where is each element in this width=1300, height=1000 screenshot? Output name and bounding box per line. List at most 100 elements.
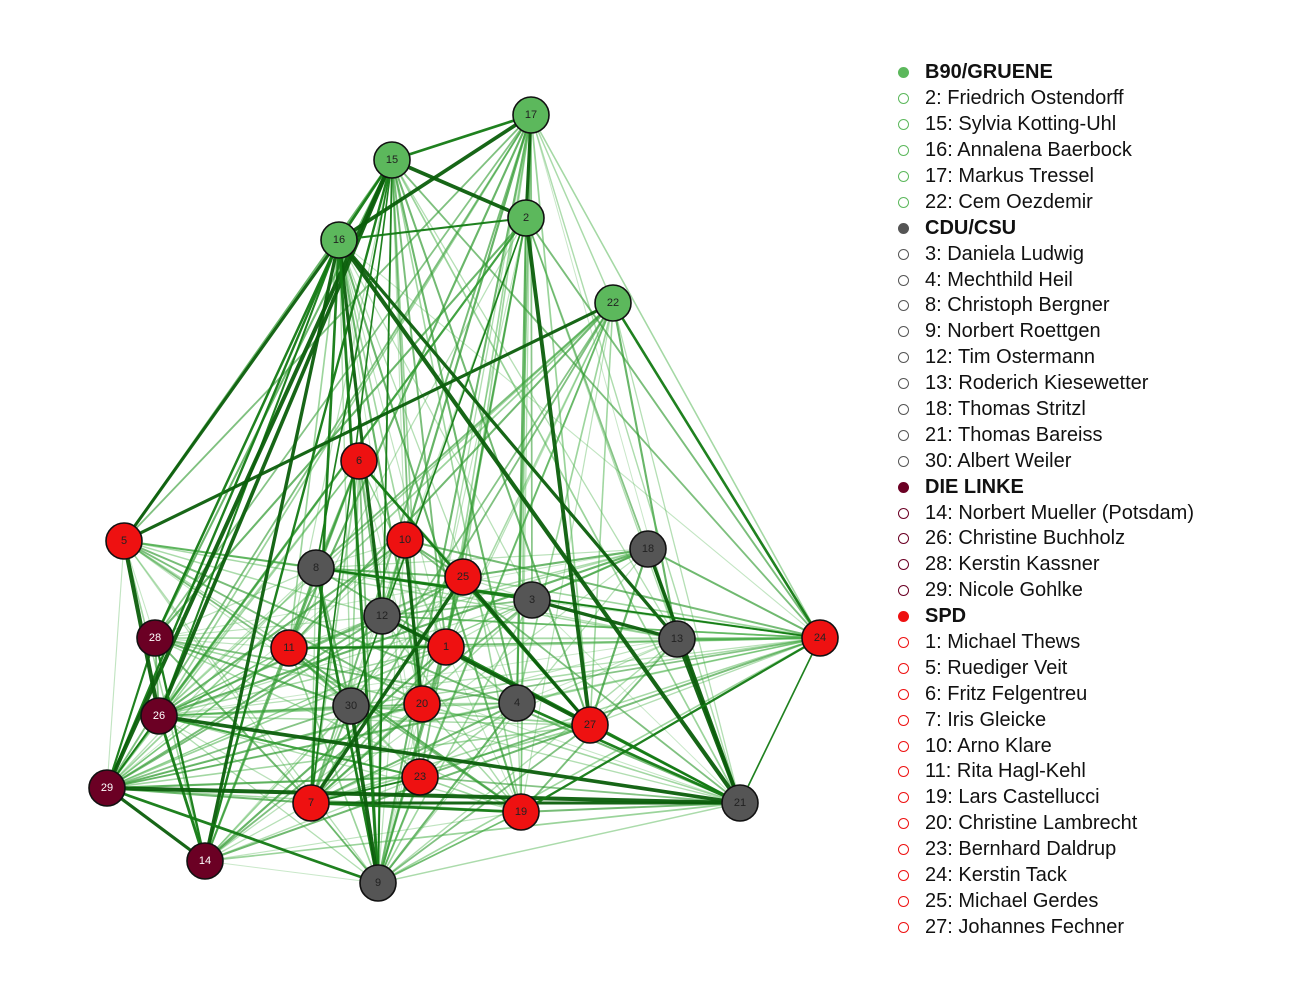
hollow-circle-icon bbox=[898, 740, 909, 752]
edge-17-21 bbox=[530, 114, 741, 804]
node-circle-1 bbox=[427, 628, 465, 666]
legend-text: 15: Sylvia Kotting-Uhl bbox=[925, 113, 1117, 136]
edge-2-28 bbox=[154, 217, 527, 639]
edge-18-27 bbox=[588, 548, 650, 726]
edge-15-10 bbox=[391, 159, 406, 541]
edge-10-24 bbox=[404, 539, 821, 639]
node-18: 18 bbox=[629, 530, 667, 568]
node-11: 11 bbox=[270, 629, 308, 667]
node-circle-26 bbox=[140, 697, 178, 735]
node-circle-23 bbox=[401, 758, 439, 796]
hollow-circle-icon bbox=[898, 662, 909, 674]
node-label-19: 19 bbox=[515, 806, 527, 818]
legend-text: CDU/CSU bbox=[925, 216, 1017, 239]
edge-25-27 bbox=[461, 575, 592, 727]
edge-17-9 bbox=[377, 114, 532, 884]
legend-member-entry: 29: Nicole Gohlke bbox=[898, 578, 1278, 604]
node-circle-10 bbox=[386, 521, 424, 559]
node-21: 21 bbox=[721, 784, 759, 822]
edge-26-21 bbox=[158, 714, 741, 805]
legend-member-entry: 20: Christine Lambrecht bbox=[898, 811, 1278, 837]
node-label-13: 13 bbox=[671, 633, 683, 645]
edge-12-27 bbox=[381, 614, 591, 727]
edge-6-30 bbox=[350, 460, 360, 707]
node-label-22: 22 bbox=[607, 297, 619, 309]
node-label-24: 24 bbox=[814, 632, 826, 644]
edge-16-4 bbox=[338, 239, 518, 704]
node-label-25: 25 bbox=[457, 571, 469, 583]
node-circle-24 bbox=[801, 619, 839, 657]
edge-4-9 bbox=[377, 702, 518, 884]
edge-21-19 bbox=[520, 802, 741, 813]
node-label-28: 28 bbox=[149, 632, 161, 644]
node-6: 6 bbox=[340, 442, 378, 480]
node-circle-11 bbox=[270, 629, 308, 667]
edge-15-13 bbox=[391, 159, 678, 640]
node-circle-15 bbox=[373, 141, 411, 179]
legend-text: 7: Iris Gleicke bbox=[925, 708, 1047, 731]
node-17: 17 bbox=[512, 96, 550, 134]
node-circle-13 bbox=[658, 620, 696, 658]
legend-member-entry: 21: Thomas Bareiss bbox=[898, 422, 1278, 448]
legend-member-entry: 16: Annalena Baerbock bbox=[898, 138, 1278, 164]
legend-party-heading: B90/GRUENE bbox=[898, 60, 1278, 86]
node-circle-27 bbox=[571, 706, 609, 744]
filled-circle-icon bbox=[898, 611, 909, 623]
legend-text: 4: Mechthild Heil bbox=[925, 268, 1073, 291]
node-label-6: 6 bbox=[356, 455, 362, 467]
node-label-27: 27 bbox=[584, 719, 596, 731]
legend-member-entry: 9: Norbert Roettgen bbox=[898, 319, 1278, 345]
edge-4-21 bbox=[516, 701, 741, 805]
node-4: 4 bbox=[498, 684, 536, 722]
edge-20-21 bbox=[421, 703, 741, 804]
node-20: 20 bbox=[403, 685, 441, 723]
node-circle-12 bbox=[363, 597, 401, 635]
legend-text: 25: Michael Gerdes bbox=[925, 889, 1099, 912]
edge-16-2 bbox=[338, 216, 527, 242]
legend-text: 16: Annalena Baerbock bbox=[925, 139, 1132, 162]
hollow-circle-icon bbox=[898, 766, 909, 778]
legend-text: 18: Thomas Stritzl bbox=[925, 398, 1086, 421]
edge-20-19 bbox=[421, 703, 522, 813]
node-circle-5 bbox=[105, 522, 143, 560]
node-circle-17 bbox=[512, 96, 550, 134]
legend-text: 27: Johannes Fechner bbox=[925, 915, 1125, 938]
edge-5-16 bbox=[122, 239, 341, 542]
edge-27-7 bbox=[310, 724, 591, 804]
legend-text: 22: Cem Oezdemir bbox=[925, 190, 1093, 213]
edge-5-29 bbox=[106, 540, 125, 789]
node-circle-18 bbox=[629, 530, 667, 568]
edge-3-9 bbox=[377, 599, 533, 884]
node-circle-7 bbox=[292, 784, 330, 822]
edge-17-3 bbox=[530, 114, 533, 601]
node-8: 8 bbox=[297, 549, 335, 587]
edge-2-24 bbox=[525, 217, 821, 639]
edge-16-9 bbox=[337, 239, 380, 884]
legend-member-entry: 27: Johannes Fechner bbox=[898, 914, 1278, 940]
edge-11-26 bbox=[158, 647, 290, 717]
edge-29-14 bbox=[106, 786, 206, 863]
node-circle-16 bbox=[320, 221, 358, 259]
node-label-2: 2 bbox=[523, 212, 529, 224]
legend-member-entry: 15: Sylvia Kotting-Uhl bbox=[898, 112, 1278, 138]
hollow-circle-icon bbox=[898, 196, 909, 208]
edge-15-27 bbox=[391, 159, 591, 726]
edge-26-23 bbox=[158, 715, 421, 778]
hollow-circle-icon bbox=[898, 352, 909, 364]
edge-3-12 bbox=[381, 599, 533, 617]
edge-24-26 bbox=[158, 637, 821, 717]
legend-text: 2: Friedrich Ostendorff bbox=[925, 87, 1124, 110]
node-label-1: 1 bbox=[443, 641, 449, 653]
edge-5-21 bbox=[123, 540, 741, 804]
node-label-11: 11 bbox=[283, 642, 294, 654]
legend-text: 23: Bernhard Daldrup bbox=[925, 838, 1117, 861]
edge-20-24 bbox=[421, 637, 821, 705]
edge-26-9 bbox=[158, 715, 379, 884]
filled-circle-icon bbox=[898, 481, 909, 493]
legend: B90/GRUENE 2: Friedrich Ostendorff 15: Syl… bbox=[898, 60, 1278, 940]
node-label-3: 3 bbox=[529, 594, 535, 606]
hollow-circle-icon bbox=[898, 921, 909, 933]
node-label-23: 23 bbox=[414, 771, 426, 783]
hollow-circle-icon bbox=[898, 559, 909, 571]
edge-18-12 bbox=[381, 548, 649, 617]
